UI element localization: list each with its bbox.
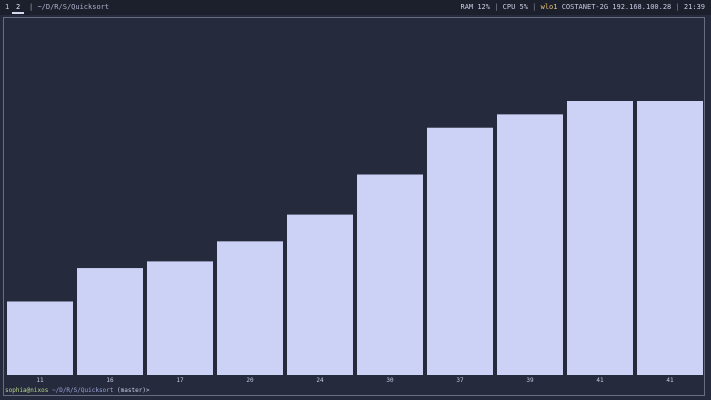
bar-label-5: 30	[386, 377, 394, 384]
bar-1	[77, 268, 143, 375]
ram-usage: RAM 12%	[460, 3, 490, 11]
prompt-user-host: sophia@nixos	[5, 387, 49, 394]
bar-label-1: 16	[106, 377, 114, 384]
active-workspace-indicator	[12, 12, 24, 14]
title-separator: |	[29, 3, 34, 11]
status-separator: |	[675, 3, 680, 11]
shell-prompt[interactable]: sophia@nixos ~/D/R/S/Quicksort (master)>	[5, 387, 150, 395]
workspace-1-button[interactable]: 1	[5, 3, 10, 11]
bar-2	[147, 261, 213, 375]
bar-5	[357, 174, 423, 375]
bar-3	[217, 241, 283, 375]
bar-6	[427, 127, 493, 375]
bar-label-2: 17	[176, 377, 184, 384]
bar-label-6: 37	[456, 377, 464, 384]
bar-label-3: 20	[246, 377, 254, 384]
network-interface: wlo1	[540, 3, 558, 11]
bar-0	[7, 301, 73, 375]
window-title: | ~/D/R/S/Quicksort	[29, 0, 109, 15]
prompt-cwd: ~/D/R/S/Quicksort	[51, 387, 114, 394]
status-separator: |	[532, 3, 537, 11]
status-separator: |	[494, 3, 499, 11]
bar-8	[567, 101, 633, 375]
bar-4	[287, 214, 353, 375]
cpu-usage: CPU 5%	[502, 3, 528, 11]
prompt-arrow: >	[145, 387, 150, 394]
status-bar: 1 2 | ~/D/R/S/Quicksort RAM 12% | CPU 5%…	[0, 0, 711, 15]
bar-7	[497, 114, 563, 376]
window-title-text: ~/D/R/S/Quicksort	[37, 3, 110, 11]
bar-9	[637, 101, 703, 375]
system-status: RAM 12% | CPU 5% | wlo1 COSTANET-2G 192.…	[460, 0, 705, 15]
bar-label-0: 11	[36, 377, 44, 384]
bar-label-4: 24	[316, 377, 324, 384]
clock: 21:39	[683, 3, 705, 11]
bar-chart: 11 16 17 20 24 30 37 39 41 41	[7, 101, 703, 384]
network-info: COSTANET-2G 192.168.100.28	[561, 3, 672, 11]
bar-label-9: 41	[666, 377, 674, 384]
bar-label-7: 39	[526, 377, 534, 384]
prompt-branch: (master)	[117, 387, 146, 394]
bar-label-8: 41	[596, 377, 604, 384]
terminal-window[interactable]: 11 16 17 20 24 30 37 39 41 41 sophia@nixos ~/D/R/…	[3, 17, 705, 396]
workspace-2-button[interactable]: 2	[16, 3, 21, 11]
